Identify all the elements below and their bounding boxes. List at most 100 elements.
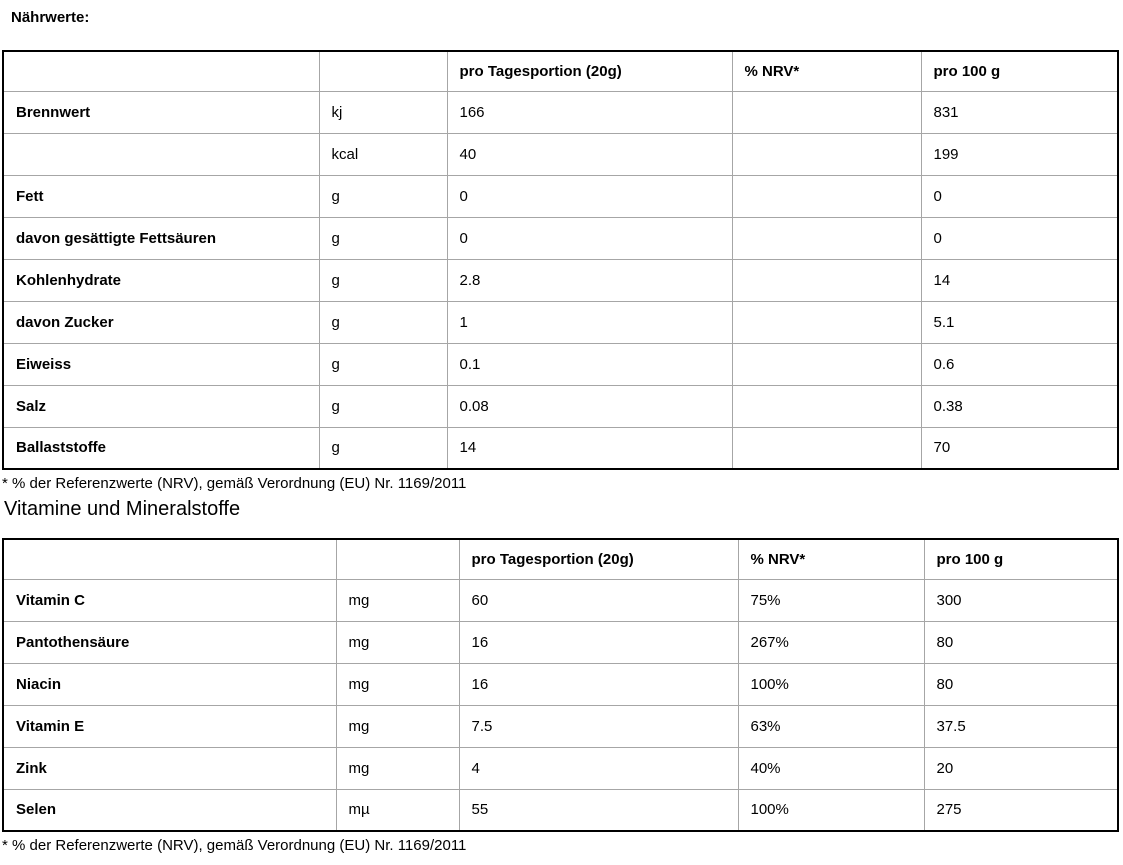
cell-unit: mg — [335, 620, 460, 664]
cell-name: Pantothensäure — [2, 620, 337, 664]
cell-unit: mg — [335, 746, 460, 790]
cell-unit: g — [318, 342, 448, 386]
cell-per100: 80 — [923, 620, 1119, 664]
cell-nrv — [731, 300, 922, 344]
vitamins-minerals-table: pro Tagesportion (20g) % NRV* pro 100 g … — [2, 538, 1119, 832]
cell-unit: g — [318, 216, 448, 260]
table-header-row: pro Tagesportion (20g) % NRV* pro 100 g — [2, 538, 1119, 580]
cell-name: Vitamin C — [2, 578, 337, 622]
table-row: Salz g 0.08 0.38 — [2, 384, 1119, 428]
cell-per100: 37.5 — [923, 704, 1119, 748]
cell-unit: g — [318, 384, 448, 428]
cell-portion: 55 — [458, 788, 739, 832]
nutrition-facts-page: Nährwerte: pro Tagesportion (20g) % NRV*… — [0, 9, 1123, 855]
cell-portion: 16 — [458, 620, 739, 664]
header-portion-cell: pro Tagesportion (20g) — [446, 50, 733, 92]
page-title: Nährwerte: — [11, 9, 90, 26]
cell-portion: 40 — [446, 132, 733, 176]
table-row: Pantothensäure mg 16 267% 80 — [2, 620, 1119, 664]
cell-name: Eiweiss — [2, 342, 320, 386]
header-name-cell — [2, 50, 320, 92]
cell-per100: 275 — [923, 788, 1119, 832]
cell-portion: 7.5 — [458, 704, 739, 748]
cell-nrv — [731, 216, 922, 260]
cell-unit: g — [318, 174, 448, 218]
table-row: Zink mg 4 40% 20 — [2, 746, 1119, 790]
cell-portion: 0 — [446, 216, 733, 260]
table-row: Kohlenhydrate g 2.8 14 — [2, 258, 1119, 302]
cell-per100: 70 — [920, 426, 1119, 470]
header-name-cell — [2, 538, 337, 580]
cell-portion: 0.1 — [446, 342, 733, 386]
table-row: Brennwert kj 166 831 — [2, 90, 1119, 134]
cell-name: Salz — [2, 384, 320, 428]
section-heading: Vitamine und Mineralstoffe — [4, 498, 241, 520]
cell-name: Zink — [2, 746, 337, 790]
header-nrv-cell: % NRV* — [731, 50, 922, 92]
cell-per100: 5.1 — [920, 300, 1119, 344]
cell-unit: kcal — [318, 132, 448, 176]
header-nrv-cell: % NRV* — [737, 538, 925, 580]
cell-nrv: 100% — [737, 662, 925, 706]
cell-nrv — [731, 384, 922, 428]
header-per100-cell: pro 100 g — [923, 538, 1119, 580]
cell-unit: g — [318, 258, 448, 302]
cell-name: Selen — [2, 788, 337, 832]
cell-nrv — [731, 258, 922, 302]
cell-unit: kj — [318, 90, 448, 134]
cell-per100: 0.38 — [920, 384, 1119, 428]
cell-portion: 0.08 — [446, 384, 733, 428]
cell-per100: 0.6 — [920, 342, 1119, 386]
header-per100-cell: pro 100 g — [920, 50, 1119, 92]
cell-name: Brennwert — [2, 90, 320, 134]
cell-per100: 20 — [923, 746, 1119, 790]
cell-per100: 831 — [920, 90, 1119, 134]
table-header-row: pro Tagesportion (20g) % NRV* pro 100 g — [2, 50, 1119, 92]
cell-per100: 0 — [920, 174, 1119, 218]
cell-portion: 1 — [446, 300, 733, 344]
cell-nrv — [731, 174, 922, 218]
table-row: Eiweiss g 0.1 0.6 — [2, 342, 1119, 386]
cell-per100: 80 — [923, 662, 1119, 706]
nutrition-table: pro Tagesportion (20g) % NRV* pro 100 g … — [2, 50, 1119, 470]
table-row: davon gesättigte Fettsäuren g 0 0 — [2, 216, 1119, 260]
cell-per100: 300 — [923, 578, 1119, 622]
cell-name: Fett — [2, 174, 320, 218]
header-unit-cell — [318, 50, 448, 92]
cell-nrv — [731, 90, 922, 134]
cell-per100: 0 — [920, 216, 1119, 260]
cell-portion: 2.8 — [446, 258, 733, 302]
cell-portion: 0 — [446, 174, 733, 218]
cell-name: davon Zucker — [2, 300, 320, 344]
cell-name — [2, 132, 320, 176]
nrv-footnote: * % der Referenzwerte (NRV), gemäß Veror… — [2, 475, 467, 492]
cell-portion: 14 — [446, 426, 733, 470]
cell-per100: 199 — [920, 132, 1119, 176]
table-row: kcal 40 199 — [2, 132, 1119, 176]
cell-nrv: 100% — [737, 788, 925, 832]
table-row: Selen mµ 55 100% 275 — [2, 788, 1119, 832]
cell-nrv — [731, 342, 922, 386]
cell-per100: 14 — [920, 258, 1119, 302]
cell-unit: g — [318, 300, 448, 344]
cell-unit: mg — [335, 662, 460, 706]
cell-nrv: 267% — [737, 620, 925, 664]
cell-name: Niacin — [2, 662, 337, 706]
cell-portion: 166 — [446, 90, 733, 134]
cell-name: davon gesättigte Fettsäuren — [2, 216, 320, 260]
cell-unit: g — [318, 426, 448, 470]
cell-portion: 60 — [458, 578, 739, 622]
cell-nrv — [731, 426, 922, 470]
cell-nrv: 75% — [737, 578, 925, 622]
cell-unit: mg — [335, 704, 460, 748]
table-row: davon Zucker g 1 5.1 — [2, 300, 1119, 344]
table-row: Ballaststoffe g 14 70 — [2, 426, 1119, 470]
cell-portion: 16 — [458, 662, 739, 706]
cell-portion: 4 — [458, 746, 739, 790]
cell-nrv — [731, 132, 922, 176]
nrv-footnote: * % der Referenzwerte (NRV), gemäß Veror… — [2, 837, 467, 854]
header-portion-cell: pro Tagesportion (20g) — [458, 538, 739, 580]
cell-name: Kohlenhydrate — [2, 258, 320, 302]
cell-nrv: 40% — [737, 746, 925, 790]
